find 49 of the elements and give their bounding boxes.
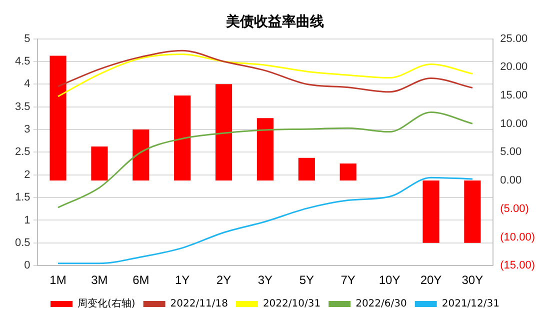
x-tick-label: 6M	[132, 273, 150, 288]
legend-label: 周变化(右轴)	[78, 298, 136, 310]
legend-label: 2022/11/18	[170, 298, 228, 310]
bar	[174, 96, 191, 181]
x-tick-label: 10Y	[378, 273, 400, 288]
bar	[340, 164, 356, 181]
y2-tick-label: 15.00	[500, 90, 528, 102]
legend-label: 2022/6/30	[356, 298, 407, 310]
x-tick-label: 1Y	[174, 273, 190, 288]
y-tick-label: 3.5	[14, 100, 30, 113]
x-tick-label: 2Y	[216, 273, 232, 288]
bar	[50, 56, 66, 181]
x-tick-label: 3Y	[258, 273, 273, 288]
x-tick-label: 1M	[50, 273, 66, 288]
bar	[256, 118, 274, 181]
y2-tick-label: 5.00	[500, 146, 522, 158]
x-tick-label: 7Y	[340, 273, 356, 288]
line-series	[57, 112, 474, 208]
bar	[422, 180, 440, 243]
y-tick-label: 4.5	[14, 56, 30, 68]
y-tick-label: 4	[24, 78, 30, 90]
x-tick-label: 20Y	[420, 273, 442, 288]
y2-tick-label: 25.00	[500, 32, 528, 45]
x-tick-label: 3M	[91, 273, 108, 288]
y-tick-label: 1	[24, 214, 30, 226]
chart-title: 美债收益率曲线	[225, 13, 324, 30]
y-tick-label: 2.5	[14, 146, 30, 158]
bar	[215, 84, 232, 181]
bar	[132, 130, 150, 181]
y2-tick-label: (15.00)	[500, 260, 536, 272]
x-tick-label: 5Y	[299, 273, 314, 288]
legend-label: 2021/12/31	[442, 298, 500, 310]
y-tick-label: 3	[24, 124, 30, 136]
y-tick-label: 0.5	[14, 236, 30, 249]
y2-tick-label: (5.00)	[500, 202, 529, 215]
y-tick-label: 2	[24, 168, 30, 181]
y2-tick-label: 10.00	[500, 118, 528, 130]
y2-tick-label: (10.00)	[500, 231, 536, 244]
line-series	[57, 176, 474, 264]
y2-tick-label: 0.00	[500, 174, 522, 187]
bar	[464, 180, 481, 243]
y-tick-label: 0	[24, 260, 30, 272]
y2-tick-label: 20.00	[500, 61, 528, 74]
bar	[298, 158, 315, 181]
legend-label: 2022/10/31	[262, 298, 321, 310]
bar	[91, 146, 108, 181]
y-tick-label: 5	[24, 32, 30, 45]
y-tick-label: 1.5	[14, 192, 30, 204]
x-tick-label: 30Y	[462, 273, 484, 288]
